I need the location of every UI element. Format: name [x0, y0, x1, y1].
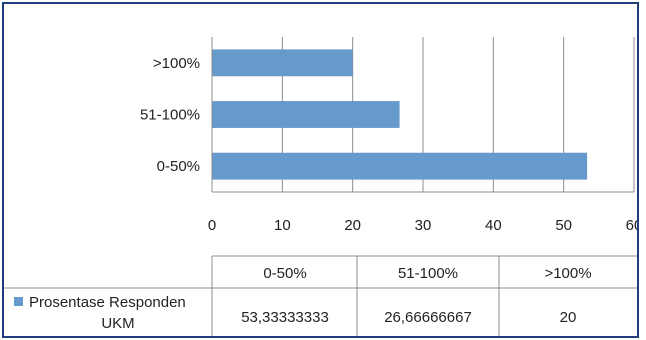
category-label: 0-50% [157, 158, 200, 175]
bar-chart: >100% 51-100% 0-50% 0 10 20 30 40 50 60 0-50% 51… [4, 37, 639, 336]
table-header-cell: 0-50% [263, 265, 306, 282]
x-tick-label: 50 [555, 217, 572, 234]
category-label: 51-100% [140, 107, 200, 124]
data-table: 0-50% 51-100% >100% Prosentase Responden… [4, 255, 637, 336]
table-row-label-line1: Prosentase Responden [29, 294, 186, 311]
bar [212, 101, 400, 128]
table-header-cell: >100% [544, 265, 591, 282]
category-labels: >100% 51-100% 0-50% [140, 55, 200, 175]
table-value-cell: 53,33333333 [241, 309, 329, 326]
chart-frame: >100% 51-100% 0-50% 0 10 20 30 40 50 60 0-50% 51… [2, 2, 639, 338]
x-tick-label: 20 [344, 217, 361, 234]
legend-key [14, 297, 23, 306]
table-value-cell: 26,66666667 [384, 309, 472, 326]
table-row-label-line2: UKM [101, 315, 134, 332]
table-value-cell: 20 [560, 309, 577, 326]
x-tick-label: 30 [415, 217, 432, 234]
x-tick-labels: 0 10 20 30 40 50 60 [208, 217, 639, 234]
bar [212, 49, 353, 77]
table-header-cell: 51-100% [398, 265, 458, 282]
bar [212, 152, 588, 180]
x-tick-label: 10 [274, 217, 291, 234]
x-tick-label: 40 [485, 217, 502, 234]
bars [212, 49, 588, 180]
axes [211, 37, 634, 193]
x-tick-label: 0 [208, 217, 216, 234]
category-label: >100% [153, 55, 200, 72]
x-tick-label: 60 [626, 217, 639, 234]
